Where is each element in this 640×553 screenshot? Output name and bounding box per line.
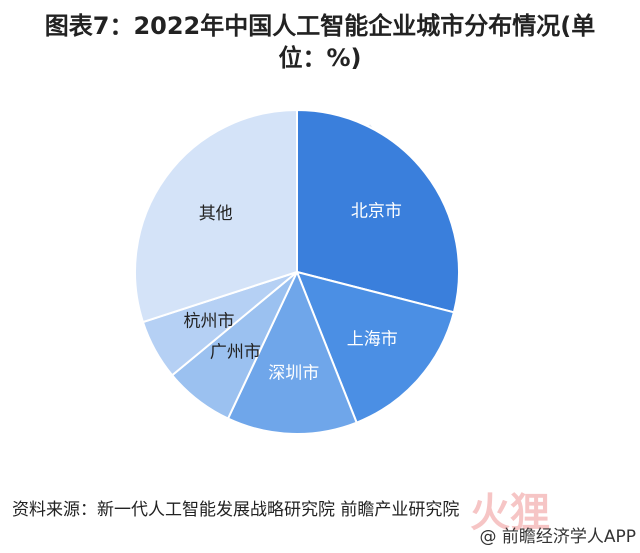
pie-slice-0 [296, 108, 460, 314]
chart-title-line2: 位：%) [278, 44, 362, 72]
pie-label-5: 其他 [199, 204, 233, 224]
pie-slice-1 [295, 270, 456, 424]
pie-label-0: 北京市 [351, 201, 402, 221]
chart-title: 图表7：2022年中国人工智能企业城市分布情况(单 位：%) [0, 10, 640, 74]
chart-title-line1: 图表7：2022年中国人工智能企业城市分布情况(单 [44, 12, 596, 40]
pie-slices [134, 108, 460, 435]
pie-slice-2 [226, 269, 358, 435]
credit-text: @ 前瞻经济学人APP [479, 527, 636, 547]
pie-label-1: 上海市 [347, 329, 398, 349]
pie-slice-5 [134, 108, 298, 324]
pie-label-3: 广州市 [210, 342, 261, 362]
pie-label-2: 深圳市 [268, 363, 319, 383]
source-note: 资料来源：新一代人工智能发展战略研究院 前瞻产业研究院 [12, 500, 460, 520]
pie-label-4: 杭州市 [184, 311, 235, 331]
